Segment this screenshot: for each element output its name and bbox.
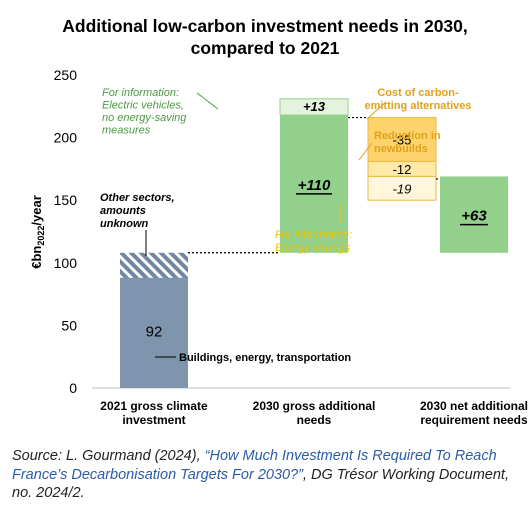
annotation-reduction-line-2: newbuilds <box>374 143 428 155</box>
annotation-other-sectors-line-2: amounts <box>100 205 146 217</box>
annotation-buildings: Buildings, energy, transportation <box>179 352 351 364</box>
annotation-reduction-pointer <box>358 142 373 161</box>
annotation-ev-info-line-3: no energy-saving <box>102 112 187 124</box>
annotation-other-sectors-line-1: Other sectors, <box>100 192 175 204</box>
annotation-reduction-line-1: Reduction in <box>374 130 441 142</box>
source-note: Source: L. Gourmand (2024), “How Much In… <box>12 447 518 503</box>
bar-label-gross110: +110 <box>298 177 331 194</box>
x-category-label-1-line-2: investment <box>122 413 185 427</box>
bar-sav19 <box>367 175 437 201</box>
bar-label-red12: -12 <box>393 162 412 177</box>
annotation-cost-carbon-pointer <box>366 101 387 120</box>
bar-other2021 <box>120 252 188 278</box>
y-tick-label-100: 100 <box>54 255 78 271</box>
y-tick-label-150: 150 <box>54 192 78 208</box>
y-tick-label-0: 0 <box>69 380 77 396</box>
annotation-other-sectors-line-3: unknown <box>100 218 149 230</box>
x-category-label-3-line-1: 2030 net additional <box>420 399 528 413</box>
y-tick-label-50: 50 <box>61 317 77 333</box>
bar-base2021 <box>120 272 188 388</box>
x-category-label-3-line-2: requirement needs <box>420 413 528 427</box>
annotation-ev-info-pointer <box>196 92 219 110</box>
source-link[interactable]: “How Much Investment Is Required To Reac… <box>12 448 497 483</box>
chart-title-line-1: Additional low-carbon investment needs i… <box>62 16 468 36</box>
bar-label-ev13: +13 <box>303 99 326 114</box>
bar-net63 <box>440 176 508 253</box>
annotation-energy-savings-line-1: For information: <box>275 229 352 241</box>
annotation-cost-carbon-line-1: Cost of carbon- <box>377 87 459 99</box>
chart-title-line-2: compared to 2021 <box>190 38 340 58</box>
y-tick-label-200: 200 <box>54 130 78 146</box>
annotation-ev-info-line-1: For information: <box>102 87 179 99</box>
annotation-ev-info-line-4: measures <box>102 125 151 137</box>
bar-label-base2021: 92 <box>146 323 163 340</box>
bar-label-sav19: -19 <box>393 181 412 196</box>
y-axis-label: €bn2022/year <box>29 195 46 269</box>
x-category-label-2-line-2: needs <box>297 413 332 427</box>
annotation-energy-savings-line-2: Energy savings <box>275 242 351 254</box>
y-tick-label-250: 250 <box>54 67 78 83</box>
annotation-cost-carbon-line-2: emitting alternatives <box>365 100 472 112</box>
bar-label-cost35: -35 <box>393 132 412 147</box>
source-prefix: Source: L. Gourmand (2024), <box>12 448 205 464</box>
bar-gross110 <box>280 115 348 253</box>
waterfall-chart: 0 50 100 150 200 250 €bn2022/year 2021 gross cl… <box>29 67 528 427</box>
chart-title: Additional low-carbon investment needs i… <box>0 15 530 59</box>
source-suffix: , DG Trésor Working Document, no. 2024/2… <box>12 466 509 502</box>
x-category-label-2-line-1: 2030 gross additional <box>253 399 376 413</box>
annotation-ev-info-line-2: Electric vehicles, <box>102 100 184 112</box>
bar-label-net63: +63 <box>461 208 487 225</box>
bar-ev13 <box>279 98 349 116</box>
x-category-label-1-line-1: 2021 gross climate <box>100 399 208 413</box>
